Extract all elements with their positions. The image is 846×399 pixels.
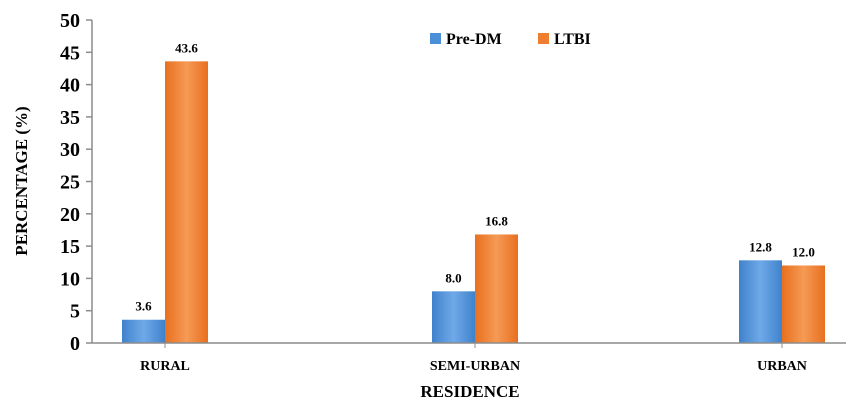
legend-swatch-ltbi xyxy=(538,33,549,44)
y-tick-label: 40 xyxy=(60,75,80,97)
y-tick-label: 35 xyxy=(60,107,80,129)
x-axis-category-labels: RURAL SEMI-URBAN URBAN xyxy=(140,343,807,374)
y-tick-label: 10 xyxy=(60,268,80,290)
y-tick-label: 30 xyxy=(60,139,80,161)
y-axis-title: PERCENTAGE (%) xyxy=(12,106,31,255)
data-label-ltbi-urban: 12.0 xyxy=(792,244,815,259)
data-label-ltbi-rural: 43.6 xyxy=(175,40,198,55)
x-axis-title: RESIDENCE xyxy=(420,382,519,399)
data-label-ltbi-semi-urban: 16.8 xyxy=(485,213,508,228)
y-tick-label: 20 xyxy=(60,204,80,226)
data-label-pre-dm-semi-urban: 8.0 xyxy=(445,270,461,285)
x-category-label: RURAL xyxy=(140,359,190,374)
y-tick-label: 5 xyxy=(70,301,80,323)
bar-ltbi-urban xyxy=(782,265,825,343)
y-axis-ticks: 0 5 10 15 20 25 30 35 40 45 50 xyxy=(60,10,92,355)
bar-pre-dm-rural xyxy=(122,319,165,343)
y-tick-label: 45 xyxy=(60,42,80,64)
bar-pre-dm-semi-urban xyxy=(432,291,475,343)
data-label-pre-dm-rural: 3.6 xyxy=(135,299,152,314)
y-tick-label: 15 xyxy=(60,236,80,258)
y-tick-label: 0 xyxy=(70,333,80,355)
y-tick-label: 50 xyxy=(60,10,80,32)
legend: Pre-DM LTBI xyxy=(430,31,591,48)
legend-swatch-pre-dm xyxy=(430,33,441,44)
y-tick-label: 25 xyxy=(60,172,80,194)
legend-label-pre-dm: Pre-DM xyxy=(446,31,502,48)
data-label-pre-dm-urban: 12.8 xyxy=(749,239,772,254)
bar-pre-dm-urban xyxy=(739,260,782,343)
data-labels-group: 3.6 43.6 8.0 16.8 12.8 12.0 xyxy=(135,40,815,313)
legend-label-ltbi: LTBI xyxy=(554,31,591,48)
bars-group xyxy=(122,61,825,344)
x-category-label: SEMI-URBAN xyxy=(430,359,520,374)
bar-ltbi-rural xyxy=(165,61,208,344)
x-category-label: URBAN xyxy=(757,359,807,374)
bar-ltbi-semi-urban xyxy=(475,234,518,343)
